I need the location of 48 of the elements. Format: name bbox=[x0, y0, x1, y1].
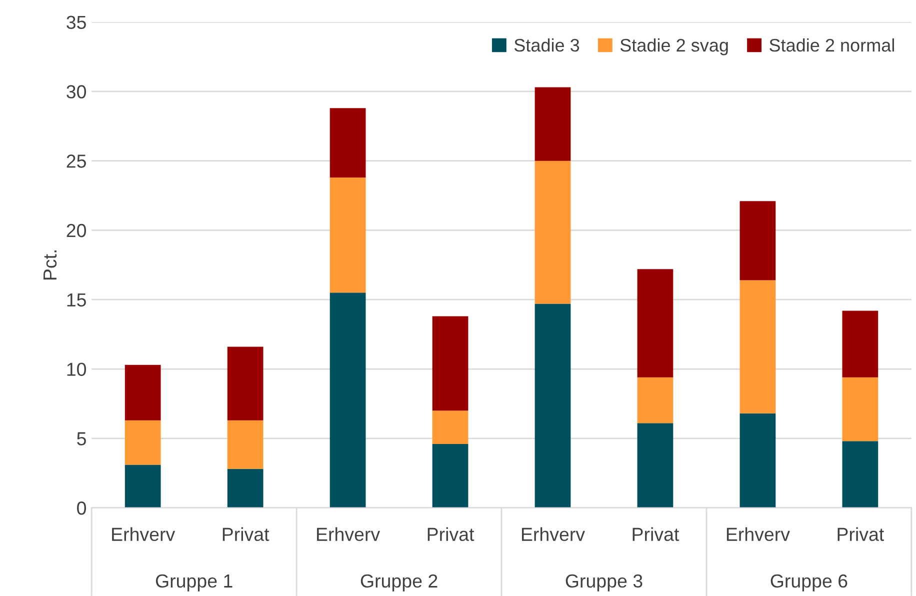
x-tick-label: Privat bbox=[838, 527, 884, 542]
bar bbox=[432, 444, 468, 508]
y-tick-label: 5 bbox=[77, 432, 86, 446]
bar bbox=[534, 87, 571, 161]
legend-label: Stadie 3 bbox=[514, 38, 580, 52]
x-tick-label: Privat bbox=[632, 527, 680, 542]
bar bbox=[124, 420, 161, 465]
legend-label: Stadie 2 svag bbox=[620, 38, 728, 56]
y-tick-label: 20 bbox=[66, 224, 86, 238]
x-tick-label: Privat bbox=[222, 527, 270, 542]
legend-label: Stadie 2 normal bbox=[770, 38, 894, 52]
x-tick-label: Erhverv bbox=[112, 527, 176, 542]
y-tick-label: 30 bbox=[66, 85, 86, 98]
bar bbox=[124, 464, 161, 508]
x-tick-label: Erhverv bbox=[317, 527, 380, 542]
x-tick-label: Privat bbox=[428, 527, 474, 542]
bar bbox=[330, 177, 366, 293]
bar bbox=[842, 310, 878, 378]
bar bbox=[534, 304, 571, 508]
bar bbox=[330, 292, 366, 508]
bar bbox=[637, 423, 674, 508]
y-tick-label: 25 bbox=[66, 154, 86, 168]
bar bbox=[432, 316, 468, 411]
bar bbox=[740, 280, 776, 414]
text: Gruppe 2 bbox=[360, 574, 438, 592]
bar bbox=[842, 377, 878, 442]
text: Gruppe 6 bbox=[770, 574, 848, 592]
bar bbox=[637, 269, 674, 378]
y-tick-label: 35 bbox=[66, 16, 86, 30]
bar bbox=[432, 410, 468, 444]
bar bbox=[227, 468, 264, 508]
bar bbox=[637, 377, 674, 424]
bar bbox=[227, 420, 264, 469]
bar bbox=[534, 160, 571, 304]
y-tick-label: 10 bbox=[67, 362, 86, 376]
text: Gruppe 3 bbox=[566, 574, 642, 592]
bar bbox=[227, 346, 264, 420]
bar bbox=[740, 413, 776, 508]
y-axis-title: Pct. bbox=[44, 250, 57, 280]
bar bbox=[842, 441, 878, 508]
x-tick-label: Erhverv bbox=[726, 527, 790, 542]
bar bbox=[124, 364, 161, 420]
x-tick-label: Erhverv bbox=[522, 527, 585, 542]
bar bbox=[330, 108, 366, 178]
bar bbox=[740, 201, 776, 280]
y-tick-label: 0 bbox=[77, 501, 86, 515]
y-tick-label: 15 bbox=[67, 294, 86, 307]
text: Gruppe 1 bbox=[156, 574, 232, 592]
